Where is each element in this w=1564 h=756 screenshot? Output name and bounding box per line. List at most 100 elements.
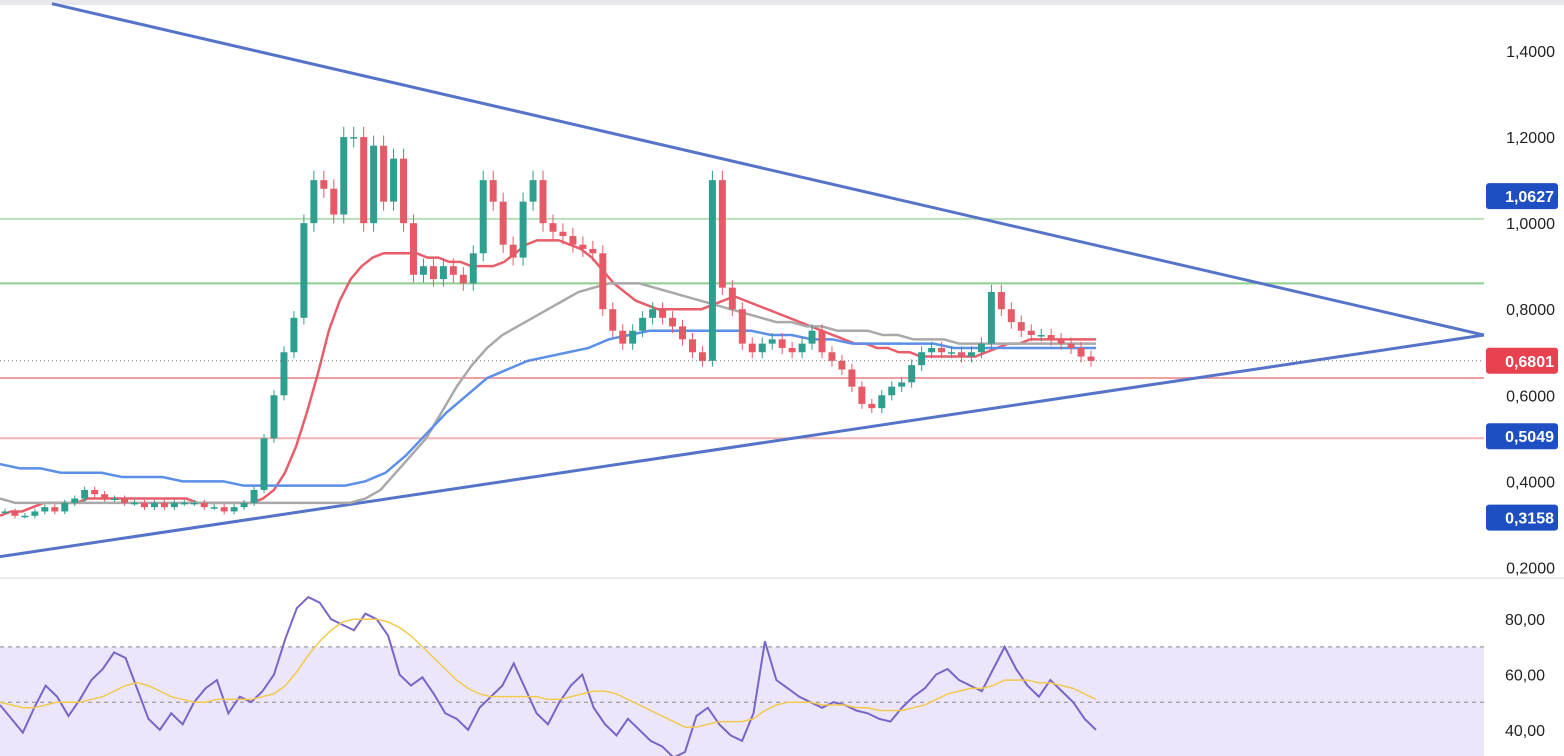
moving-average-2[interactable] — [0, 329, 1096, 487]
candle[interactable] — [718, 170, 726, 296]
candle[interactable] — [958, 346, 965, 363]
candle[interactable] — [21, 513, 29, 519]
candle[interactable] — [240, 499, 248, 511]
trendline-lower[interactable] — [0, 333, 1485, 559]
candle[interactable] — [170, 499, 178, 511]
candle[interactable] — [499, 192, 507, 253]
candle[interactable] — [1047, 328, 1055, 346]
candle[interactable] — [210, 504, 218, 511]
candle[interactable] — [410, 214, 417, 283]
candle[interactable] — [1057, 333, 1065, 350]
candle[interactable] — [380, 135, 388, 211]
rsi-signal-line[interactable] — [0, 618, 1097, 728]
candle[interactable] — [688, 333, 696, 359]
candle[interactable] — [290, 311, 298, 359]
candle[interactable] — [340, 126, 348, 224]
candle[interactable] — [529, 170, 537, 211]
candle[interactable] — [987, 284, 995, 350]
candle[interactable] — [459, 267, 467, 291]
candle[interactable] — [649, 302, 657, 325]
candle[interactable] — [51, 504, 59, 515]
candle[interactable] — [918, 346, 926, 371]
trendline-upper[interactable] — [51, 2, 1485, 337]
candle[interactable] — [469, 245, 477, 291]
candle[interactable] — [71, 495, 79, 506]
candle[interactable] — [449, 258, 457, 283]
candle[interactable] — [350, 126, 358, 148]
candle[interactable] — [140, 499, 148, 511]
candle[interactable] — [888, 381, 896, 401]
candle[interactable] — [679, 319, 686, 346]
candle[interactable] — [619, 324, 627, 350]
candle[interactable] — [748, 337, 756, 359]
candle[interactable] — [81, 486, 89, 502]
candle[interactable] — [948, 346, 956, 359]
candle[interactable] — [519, 192, 527, 266]
candle[interactable] — [320, 170, 328, 199]
candle[interactable] — [778, 333, 786, 355]
candle[interactable] — [360, 126, 368, 232]
candle[interactable] — [669, 311, 677, 333]
candle[interactable] — [539, 170, 547, 232]
candle[interactable] — [370, 135, 378, 232]
candle[interactable] — [639, 311, 647, 338]
candle[interactable] — [629, 324, 637, 350]
candle[interactable] — [150, 499, 158, 511]
candle[interactable] — [659, 302, 667, 325]
candle[interactable] — [818, 324, 826, 359]
candle[interactable] — [31, 508, 39, 519]
candle[interactable] — [190, 499, 198, 506]
candle[interactable] — [11, 508, 19, 519]
candle[interactable] — [300, 214, 308, 325]
candle[interactable] — [489, 170, 497, 211]
candle[interactable] — [579, 236, 587, 258]
candle[interactable] — [101, 491, 109, 502]
candle[interactable] — [549, 214, 557, 241]
candle[interactable] — [768, 333, 776, 350]
candle[interactable] — [400, 148, 408, 232]
moving-average-1[interactable] — [0, 282, 1096, 505]
rsi-pane[interactable] — [0, 595, 1484, 756]
candle[interactable] — [599, 245, 607, 317]
candle[interactable] — [1067, 337, 1075, 355]
candle[interactable] — [808, 324, 816, 350]
candle[interactable] — [908, 359, 916, 388]
candle[interactable] — [1007, 302, 1015, 329]
candle[interactable] — [310, 170, 318, 232]
rsi-axis[interactable]: 80,00 60,00 40,00 — [1505, 612, 1545, 740]
candle[interactable] — [61, 499, 69, 515]
price-pane[interactable] — [0, 2, 1485, 559]
candle[interactable] — [419, 258, 427, 283]
rsi-line[interactable] — [0, 595, 1097, 756]
candle[interactable] — [938, 341, 946, 359]
candle[interactable] — [1037, 328, 1045, 342]
candle[interactable] — [1017, 315, 1025, 338]
candle[interactable] — [698, 346, 706, 367]
price-axis[interactable]: 1,4000 1,2000 1,0000 0,8000 0,6000 0,4000 0,20… — [1506, 44, 1555, 577]
candle[interactable] — [280, 346, 288, 401]
candle[interactable] — [390, 148, 398, 211]
candle[interactable] — [868, 398, 876, 414]
candle[interactable] — [559, 223, 567, 245]
candle[interactable] — [967, 346, 975, 363]
candle[interactable] — [439, 258, 447, 287]
candle[interactable] — [121, 495, 129, 506]
candle[interactable] — [858, 381, 866, 409]
candle[interactable] — [131, 499, 138, 506]
candle[interactable] — [997, 284, 1005, 317]
candle[interactable] — [1, 508, 9, 515]
candle[interactable] — [111, 495, 119, 502]
candle[interactable] — [230, 504, 238, 515]
candle[interactable] — [738, 302, 746, 350]
candle[interactable] — [1077, 341, 1085, 363]
candle[interactable] — [708, 170, 716, 367]
candle[interactable] — [220, 504, 228, 515]
candle[interactable] — [928, 341, 936, 359]
candle[interactable] — [977, 337, 985, 359]
candle[interactable] — [200, 499, 208, 511]
candle[interactable] — [609, 302, 617, 338]
candle[interactable] — [838, 354, 846, 376]
candle[interactable] — [509, 236, 517, 266]
candle[interactable] — [160, 499, 168, 511]
